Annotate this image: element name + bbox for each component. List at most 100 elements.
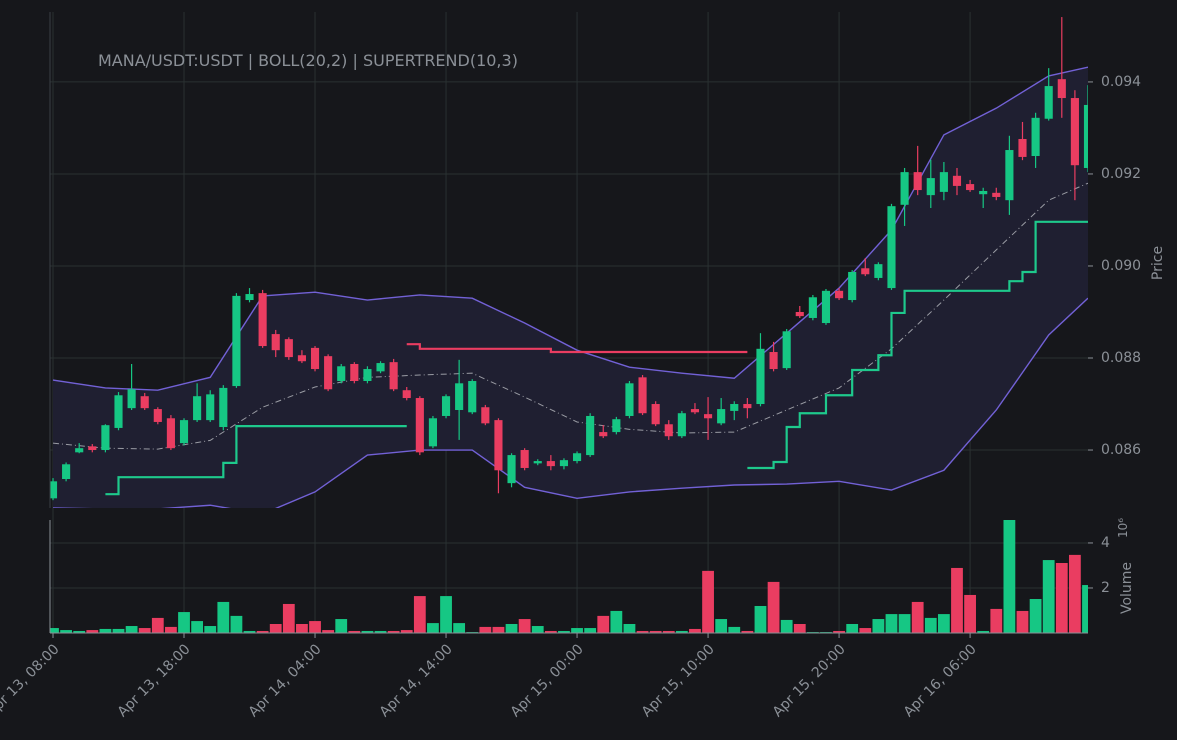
candle-body: [966, 184, 975, 191]
volume-bar: [138, 628, 151, 633]
volume-bar: [833, 630, 845, 633]
volume-panel: [50, 520, 1088, 633]
candle-body: [1005, 150, 1014, 201]
candle-body: [743, 404, 752, 409]
candle-body: [848, 271, 857, 301]
volume-bar: [1016, 610, 1029, 633]
candle-body: [140, 396, 149, 409]
volume-bar: [793, 623, 806, 633]
volume-bar: [322, 630, 335, 633]
volume-bar: [125, 626, 138, 633]
volume-bar: [60, 630, 72, 633]
candle-body: [402, 390, 411, 399]
candle-body: [533, 461, 542, 464]
x-tick-label: Apr 15, 00:00: [508, 641, 587, 720]
candle-body: [690, 409, 700, 413]
candle-body: [441, 396, 451, 416]
candle-body: [350, 363, 359, 382]
volume-bar: [571, 628, 583, 633]
candle-body: [481, 407, 490, 424]
candle-body: [428, 418, 437, 447]
volume-bar: [243, 630, 256, 633]
candle-body: [861, 268, 870, 275]
candle-body: [546, 461, 555, 467]
candle-body: [835, 290, 844, 299]
candle-body: [88, 446, 97, 451]
volume-bar: [296, 623, 308, 633]
volume-bar: [1003, 520, 1016, 633]
volume-bar: [1029, 599, 1042, 633]
x-tick-label: Apr 14, 14:00: [377, 641, 456, 720]
volume-bar: [204, 626, 217, 633]
x-tick-label: Apr 14, 04:00: [246, 641, 325, 720]
volume-bar: [702, 570, 714, 633]
candle-body: [625, 383, 634, 416]
candle-body: [153, 409, 162, 422]
volume-bar: [269, 623, 282, 633]
candle-body: [874, 264, 883, 278]
candle-body: [677, 413, 686, 437]
y-tick-label: 4: [1101, 535, 1110, 551]
y-tick-label: 0.092: [1101, 166, 1141, 182]
volume-bar: [675, 630, 688, 633]
volume-bar: [636, 630, 649, 633]
candle-body: [258, 293, 267, 347]
volume-bar: [898, 614, 911, 633]
candle-body: [271, 334, 280, 351]
candle-body: [769, 352, 778, 370]
volume-bar: [977, 630, 990, 633]
candle-body: [821, 290, 831, 324]
volume-bar: [1069, 554, 1081, 633]
candle-body: [717, 409, 726, 424]
volume-bar: [937, 614, 950, 633]
candle-body: [1083, 104, 1088, 168]
candle-body: [310, 347, 320, 370]
x-tick-label: Apr 13, 18:00: [115, 641, 194, 720]
candle-body: [415, 398, 424, 453]
volume-bar: [50, 628, 59, 633]
volume-bar: [649, 630, 662, 633]
volume-bar: [662, 630, 675, 633]
candle-body: [363, 369, 372, 382]
candle-body: [887, 206, 896, 289]
axis-offset-label: 10⁶: [1116, 518, 1130, 538]
candle-body: [952, 175, 962, 186]
volume-bar: [282, 603, 295, 633]
candle-body: [166, 418, 175, 449]
volume-bar: [1082, 585, 1088, 633]
candle-body: [297, 355, 306, 362]
volume-bar: [689, 628, 701, 633]
candle-body: [219, 387, 228, 428]
volume-bar: [728, 626, 741, 633]
x-tick-label: Apr 15, 10:00: [639, 641, 718, 720]
volume-bar: [610, 610, 623, 633]
candle-body: [1070, 98, 1079, 166]
volume-bar: [1042, 560, 1055, 633]
candle-body: [1018, 138, 1027, 157]
volume-bar: [911, 601, 924, 633]
x-tick-label: Apr 13, 08:00: [0, 641, 63, 720]
volume-bar: [767, 581, 780, 633]
candle-body: [900, 172, 909, 205]
volume-bar: [623, 623, 636, 633]
candle-body: [455, 383, 464, 410]
volume-bar: [951, 567, 963, 633]
candle-body: [284, 339, 293, 358]
price-panel: [50, 17, 1088, 508]
candle-body: [232, 295, 241, 387]
volume-bar: [584, 628, 597, 633]
candle-body: [206, 394, 215, 421]
volume-bar: [178, 612, 190, 633]
volume-bar: [859, 628, 872, 633]
volume-bar: [112, 628, 125, 633]
band-line: [52, 182, 1088, 450]
candle-body: [389, 362, 398, 390]
candle-body: [62, 464, 71, 480]
candle-body: [75, 448, 84, 453]
volume-bar: [1055, 562, 1068, 633]
band-line: [53, 297, 1088, 508]
volume-bar: [505, 623, 518, 633]
candle-body: [179, 420, 189, 444]
